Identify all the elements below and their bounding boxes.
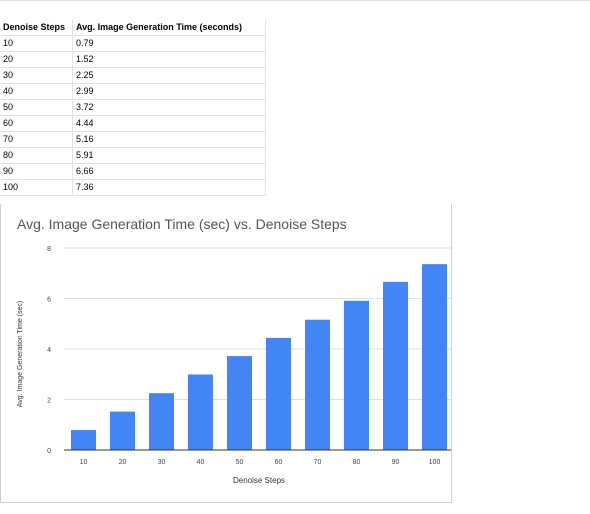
x-tick-label: 20 — [119, 459, 127, 466]
table-row: 90 6.66 — [0, 163, 266, 180]
table-row: 60 4.44 — [0, 115, 266, 132]
top-divider — [0, 0, 590, 1]
y-axis-title: Avg. Image Generation Time (sec) — [17, 301, 24, 407]
cell-denoise-steps[interactable]: 30 — [0, 67, 73, 84]
cell-denoise-steps[interactable]: 70 — [0, 131, 73, 148]
table-header-row: Denoise Steps Avg. Image Generation Time… — [0, 20, 266, 36]
cell-avg-time[interactable]: 5.16 — [72, 131, 266, 148]
y-tick-label: 8 — [47, 246, 51, 253]
cell-denoise-steps[interactable]: 40 — [0, 83, 73, 100]
bar — [344, 300, 369, 450]
column-header-denoise-steps[interactable]: Denoise Steps — [0, 20, 73, 36]
cell-avg-time[interactable]: 1.52 — [72, 51, 266, 68]
cell-denoise-steps[interactable]: 60 — [0, 115, 73, 132]
column-header-avg-time[interactable]: Avg. Image Generation Time (seconds) — [72, 20, 266, 36]
bar — [305, 319, 330, 450]
x-axis-title: Denoise Steps — [233, 476, 285, 485]
x-tick-label: 100 — [429, 459, 441, 466]
y-tick-label: 6 — [47, 297, 51, 304]
bar — [266, 337, 291, 450]
bar — [110, 411, 135, 450]
table-row: 50 3.72 — [0, 99, 266, 116]
table-row: 70 5.16 — [0, 131, 266, 148]
x-tick-label: 10 — [80, 459, 88, 466]
cell-avg-time[interactable]: 6.66 — [72, 163, 266, 180]
cell-denoise-steps[interactable]: 50 — [0, 99, 73, 116]
x-tick-label: 50 — [236, 459, 244, 466]
x-tick-label: 60 — [275, 459, 283, 466]
cell-denoise-steps[interactable]: 100 — [0, 179, 73, 196]
x-tick-label: 70 — [314, 459, 322, 466]
x-tick-label: 90 — [392, 459, 400, 466]
table-row: 30 2.25 — [0, 67, 266, 84]
chart-card[interactable]: Avg. Image Generation Time (sec) vs. Den… — [0, 204, 452, 503]
cell-denoise-steps[interactable]: 90 — [0, 163, 73, 180]
x-tick-label: 30 — [158, 459, 166, 466]
cell-avg-time[interactable]: 7.36 — [72, 179, 266, 196]
x-tick-label: 40 — [197, 459, 205, 466]
bar-chart: 0 2 4 6 8 10 20 30 40 50 60 70 80 90 100 Denoise Steps A… — [17, 246, 451, 485]
cell-avg-time[interactable]: 0.79 — [72, 35, 266, 52]
bar — [227, 356, 252, 450]
bar — [188, 374, 213, 450]
chart-title: Avg. Image Generation Time (sec) vs. Den… — [17, 216, 347, 232]
bar — [422, 264, 447, 450]
cell-avg-time[interactable]: 5.91 — [72, 147, 266, 164]
y-tick-label: 4 — [47, 347, 51, 354]
table-row: 10 0.79 — [0, 35, 266, 52]
cell-avg-time[interactable]: 3.72 — [72, 99, 266, 116]
cell-avg-time[interactable]: 2.99 — [72, 83, 266, 100]
cell-denoise-steps[interactable]: 10 — [0, 35, 73, 52]
table-row: 20 1.52 — [0, 51, 266, 68]
table-body: 10 0.79 20 1.52 30 2.25 40 2.99 50 3.72 60 4.44 70 5.… — [0, 35, 266, 196]
data-table: Denoise Steps Avg. Image Generation Time… — [0, 20, 266, 196]
table-row: 100 7.36 — [0, 179, 266, 196]
table-row: 40 2.99 — [0, 83, 266, 100]
y-tick-label: 0 — [47, 448, 51, 455]
x-tick-label: 80 — [353, 459, 361, 466]
cell-denoise-steps[interactable]: 20 — [0, 51, 73, 68]
data-sheet: Denoise Steps Avg. Image Generation Time… — [0, 20, 266, 196]
bar — [71, 430, 96, 450]
cell-avg-time[interactable]: 4.44 — [72, 115, 266, 132]
cell-denoise-steps[interactable]: 80 — [0, 147, 73, 164]
table-row: 80 5.91 — [0, 147, 266, 164]
bar — [149, 393, 174, 450]
cell-avg-time[interactable]: 2.25 — [72, 67, 266, 84]
y-tick-label: 2 — [47, 398, 51, 405]
bar — [383, 281, 408, 450]
